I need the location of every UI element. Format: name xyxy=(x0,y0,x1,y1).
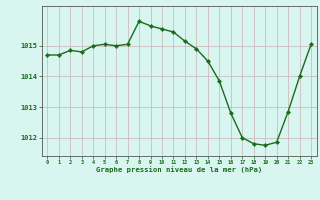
X-axis label: Graphe pression niveau de la mer (hPa): Graphe pression niveau de la mer (hPa) xyxy=(96,167,262,173)
